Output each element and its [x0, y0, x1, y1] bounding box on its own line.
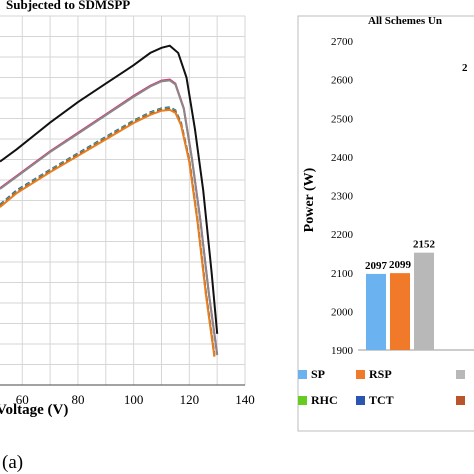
- y-tick-label: 1900: [331, 345, 354, 357]
- bar-data-label: 2099: [389, 259, 412, 271]
- line-chart: Subjected to SDMSPP 60 80 100 120 140 Voltag…: [0, 0, 255, 418]
- y-tick-label: 2200: [331, 229, 354, 241]
- line-chart-grid: [0, 15, 246, 385]
- legend-label: RHC: [311, 393, 338, 407]
- series-line-3: [0, 79, 219, 356]
- legend-label: SP: [311, 367, 325, 381]
- legend-label: TCT: [369, 393, 394, 407]
- y-tick-label: 2600: [331, 75, 354, 87]
- x-tick-label: 140: [235, 392, 255, 407]
- y-tick-label: 2300: [331, 191, 354, 203]
- bar-1: [366, 273, 386, 350]
- legend-swatch: [298, 396, 307, 405]
- legend-swatch: [456, 370, 465, 379]
- legend-swatch: [298, 370, 307, 379]
- line-x-axis-label: Voltage (V): [0, 402, 68, 418]
- bar-y-ticks: 1900 2000 2100 2200 2300 2400 2500 2600 2700: [331, 36, 354, 357]
- x-tick-label: 100: [124, 392, 144, 407]
- bar-data-label: 2097: [365, 260, 388, 272]
- bar-chart-frame: [297, 15, 474, 432]
- legend-swatch: [356, 396, 365, 405]
- line-x-ticks: 60 80 100 120 140: [16, 392, 255, 407]
- legend-label: RSP: [369, 367, 392, 381]
- x-tick-label: 60: [16, 392, 29, 407]
- y-tick-label: 2700: [331, 36, 354, 48]
- bar-data-label-partial: 2: [462, 62, 468, 74]
- line-chart-title: Subjected to SDMSPP: [6, 0, 130, 12]
- figure-label: (a): [2, 452, 23, 473]
- legend-swatch: [456, 396, 465, 405]
- bar-chart-legend: SP RSP RHC TCT: [298, 367, 465, 407]
- bar-chart: All Schemes Un Power (W) 190020002100220…: [297, 15, 474, 432]
- y-tick-label: 2100: [331, 268, 354, 280]
- series-line-1: [0, 44, 219, 334]
- line-chart-series: [0, 44, 219, 357]
- series-line-7: [0, 108, 216, 357]
- x-tick-label: 120: [180, 392, 200, 407]
- x-tick-label: 80: [71, 392, 84, 407]
- y-tick-label: 2500: [331, 113, 354, 125]
- bar-data-label: 2152: [413, 239, 436, 251]
- bar-2: [390, 273, 410, 350]
- bar-y-axis-label: Power (W): [302, 167, 317, 232]
- y-tick-label: 2400: [331, 152, 354, 164]
- legend-swatch: [356, 370, 365, 379]
- y-tick-label: 2000: [331, 306, 354, 318]
- bar-chart-title: All Schemes Un: [368, 15, 442, 27]
- bar-3: [414, 252, 434, 350]
